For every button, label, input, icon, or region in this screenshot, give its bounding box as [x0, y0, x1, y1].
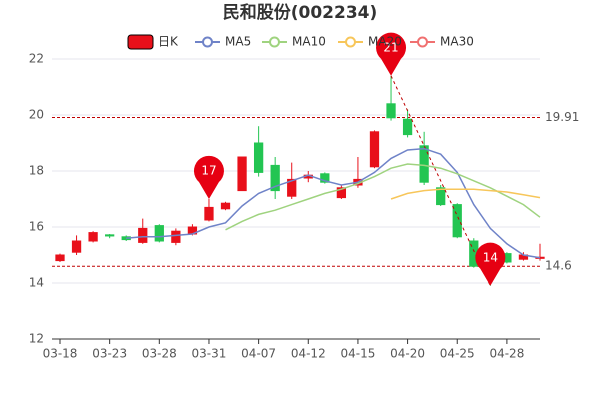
candle-body	[419, 145, 429, 183]
ma-line	[126, 147, 541, 259]
x-tick-label: 03-18	[43, 347, 78, 361]
x-tick-label: 04-12	[291, 347, 326, 361]
y-tick-label: 20	[29, 108, 44, 122]
ma-line	[390, 188, 541, 200]
x-tick-label: 04-25	[440, 347, 475, 361]
y-tick-label: 16	[29, 220, 44, 234]
candle-body	[105, 234, 115, 237]
candle-body	[138, 227, 148, 243]
chart-title: 民和股份(002234)	[223, 2, 378, 23]
candle-body	[320, 173, 330, 183]
x-tick-label: 04-15	[340, 347, 375, 361]
legend-label: 日K	[158, 35, 179, 49]
legend-icon	[202, 36, 213, 48]
candle-body	[287, 178, 297, 197]
x-tick-label: 03-28	[142, 347, 177, 361]
legend-icon	[269, 36, 280, 48]
ref-label: 14.6	[545, 259, 572, 273]
candle-body	[402, 118, 413, 136]
candle-body	[71, 240, 82, 253]
legend-icon	[345, 36, 356, 48]
pin-label: 21	[383, 40, 398, 54]
legend-label: MA20	[368, 35, 402, 49]
candle-body	[220, 202, 231, 210]
legend-icon	[127, 34, 154, 50]
candle-body	[171, 230, 181, 243]
candle-body	[204, 206, 214, 221]
candle-body	[237, 156, 247, 192]
candle-body	[369, 131, 380, 168]
candle-body	[88, 232, 98, 242]
x-tick-label: 04-28	[489, 347, 524, 361]
candle-body	[336, 187, 347, 199]
legend-label: MA5	[225, 35, 251, 49]
legend-label: MA10	[292, 35, 326, 49]
max-min-link	[390, 75, 491, 287]
candle-body	[55, 254, 65, 262]
candle-body	[270, 164, 280, 192]
y-tick-label: 12	[29, 332, 44, 346]
candle-body	[452, 204, 462, 238]
pin-marker	[376, 32, 407, 76]
x-tick-label: 03-31	[192, 347, 227, 361]
candle-body	[253, 142, 264, 173]
ma-line	[225, 163, 541, 231]
x-tick-label: 04-20	[390, 347, 425, 361]
ref-label: 19.91	[545, 110, 579, 124]
legend-icon	[417, 36, 428, 48]
y-tick-label: 14	[29, 276, 44, 290]
y-tick-label: 18	[29, 164, 44, 178]
candle-body	[436, 187, 446, 206]
x-tick-label: 04-07	[241, 347, 276, 361]
candle-body	[386, 103, 396, 119]
x-tick-label: 03-23	[92, 347, 127, 361]
pin-marker	[193, 155, 224, 199]
pin-label: 14	[483, 250, 498, 264]
pin-label: 17	[201, 164, 216, 178]
candle-body	[154, 225, 164, 242]
pin-marker	[475, 242, 506, 286]
y-tick-label: 22	[29, 52, 44, 66]
legend-label: MA30	[440, 35, 474, 49]
